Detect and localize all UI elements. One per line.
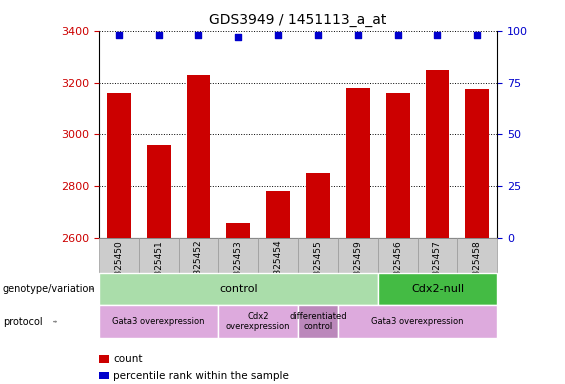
Point (114, 32, 123, 38)
Bar (386, 93, 410, 238)
FancyBboxPatch shape (418, 238, 458, 273)
Text: Cdx2-null: Cdx2-null (411, 284, 464, 294)
FancyBboxPatch shape (298, 238, 338, 273)
Text: Gata3 overexpression: Gata3 overexpression (112, 317, 205, 326)
Bar (107, 93, 131, 238)
Bar (266, 191, 290, 238)
FancyBboxPatch shape (219, 305, 298, 338)
Text: genotype/variation: genotype/variation (3, 284, 95, 294)
Text: GSM325457: GSM325457 (433, 240, 442, 295)
FancyBboxPatch shape (179, 238, 219, 273)
Text: count: count (113, 354, 142, 364)
FancyBboxPatch shape (458, 238, 497, 273)
Bar (466, 89, 489, 238)
Text: GSM325451: GSM325451 (154, 240, 163, 295)
Bar (346, 88, 370, 238)
Bar (306, 173, 330, 238)
FancyBboxPatch shape (219, 238, 258, 273)
Point (314, 32, 323, 38)
Point (473, 32, 482, 38)
FancyBboxPatch shape (378, 238, 418, 273)
Point (154, 32, 163, 38)
Text: GSM325456: GSM325456 (393, 240, 402, 295)
Text: control: control (219, 284, 258, 294)
Text: protocol: protocol (3, 316, 42, 327)
Bar (227, 222, 250, 238)
Text: GSM325455: GSM325455 (314, 240, 323, 295)
Text: Cdx2
overexpression: Cdx2 overexpression (226, 312, 290, 331)
FancyBboxPatch shape (99, 305, 219, 338)
FancyBboxPatch shape (378, 273, 497, 305)
Point (234, 34, 243, 40)
Point (194, 32, 203, 38)
FancyBboxPatch shape (298, 305, 338, 338)
Text: Gata3 overexpression: Gata3 overexpression (371, 317, 464, 326)
Point (353, 32, 362, 38)
Point (273, 32, 282, 38)
Bar (147, 145, 171, 238)
Bar (186, 75, 210, 238)
Title: GDS3949 / 1451113_a_at: GDS3949 / 1451113_a_at (210, 13, 386, 27)
Text: GSM325453: GSM325453 (234, 240, 243, 295)
Point (393, 32, 402, 38)
Text: GSM325458: GSM325458 (473, 240, 482, 295)
Point (433, 32, 442, 38)
Text: GSM325452: GSM325452 (194, 240, 203, 295)
FancyBboxPatch shape (139, 238, 179, 273)
Text: GSM325454: GSM325454 (273, 240, 282, 295)
FancyBboxPatch shape (338, 305, 497, 338)
FancyBboxPatch shape (258, 238, 298, 273)
FancyBboxPatch shape (99, 238, 139, 273)
Text: GSM325459: GSM325459 (353, 240, 362, 295)
Bar (425, 70, 449, 238)
Text: differentiated
control: differentiated control (289, 312, 347, 331)
FancyBboxPatch shape (338, 238, 378, 273)
Text: percentile rank within the sample: percentile rank within the sample (113, 371, 289, 381)
Text: GSM325450: GSM325450 (114, 240, 123, 295)
FancyBboxPatch shape (99, 273, 378, 305)
